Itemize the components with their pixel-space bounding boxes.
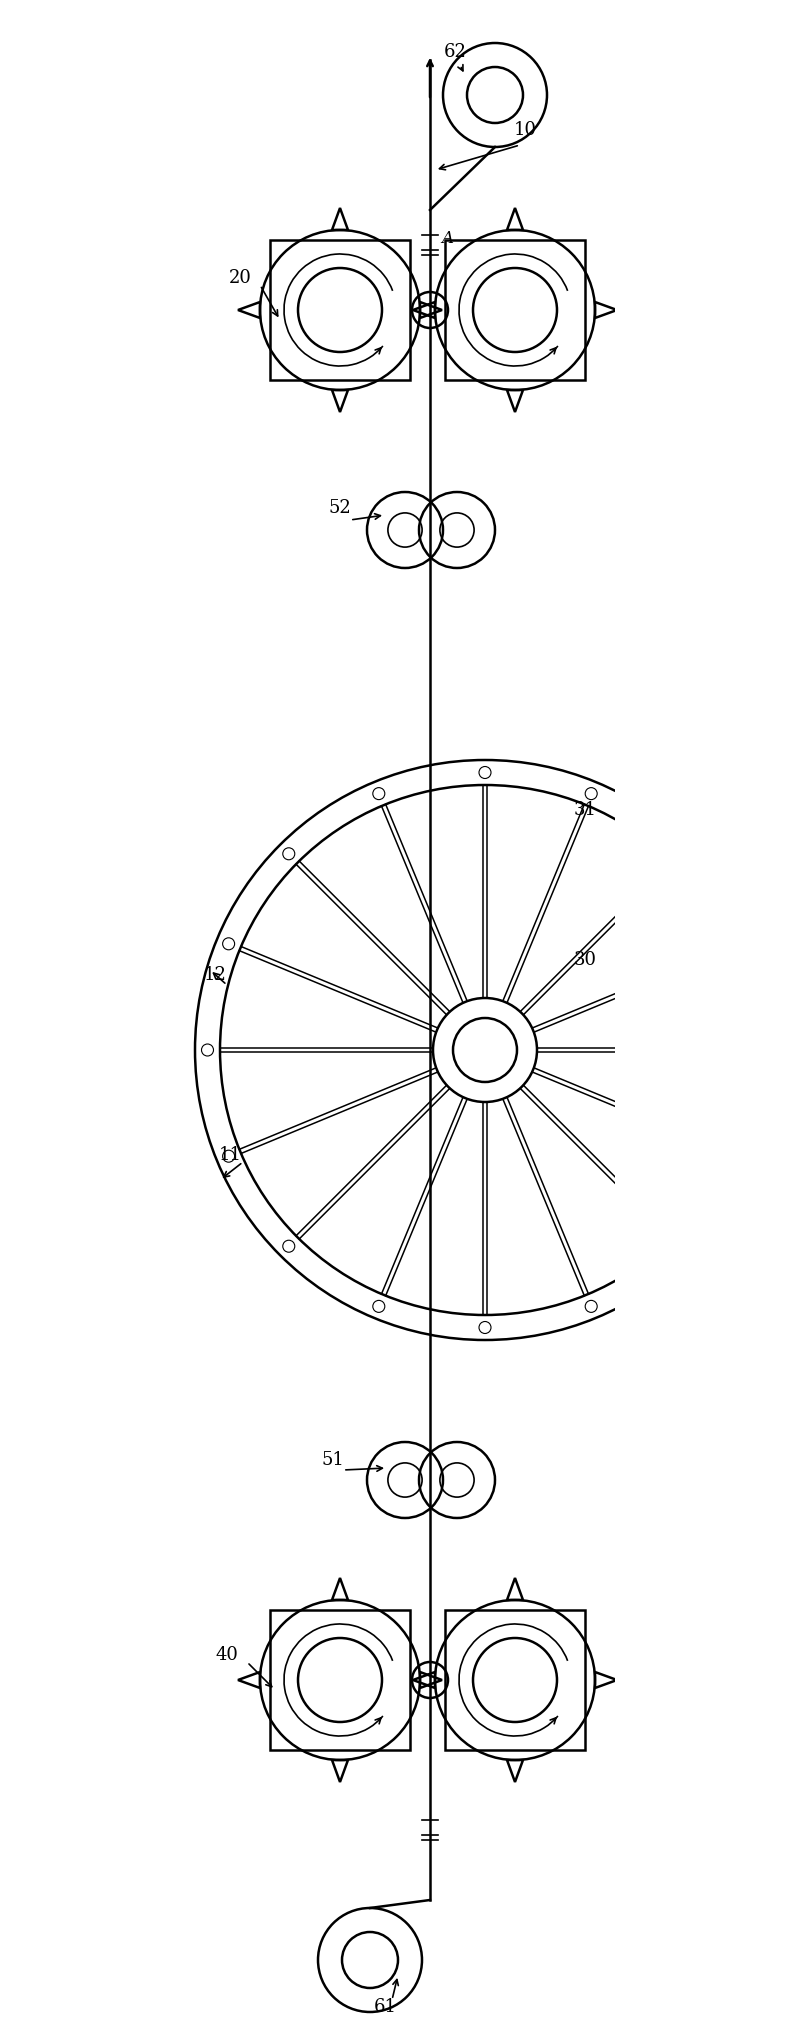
Text: 62: 62 bbox=[443, 43, 466, 61]
Text: 10: 10 bbox=[514, 120, 537, 139]
Text: A: A bbox=[441, 230, 453, 247]
Text: 30: 30 bbox=[574, 952, 597, 968]
Circle shape bbox=[735, 1149, 747, 1162]
Text: 11: 11 bbox=[218, 1145, 242, 1164]
Circle shape bbox=[282, 1241, 294, 1251]
Circle shape bbox=[373, 787, 385, 799]
Circle shape bbox=[222, 937, 234, 950]
Bar bbox=[445, 1610, 585, 1751]
Circle shape bbox=[585, 1300, 597, 1312]
Text: 40: 40 bbox=[215, 1647, 238, 1663]
Text: 20: 20 bbox=[229, 269, 251, 287]
Circle shape bbox=[479, 1321, 491, 1333]
Circle shape bbox=[585, 787, 597, 799]
Circle shape bbox=[202, 1043, 214, 1056]
Text: 51: 51 bbox=[322, 1451, 345, 1469]
Text: 52: 52 bbox=[329, 499, 351, 518]
Circle shape bbox=[675, 1241, 687, 1251]
Bar bbox=[270, 1610, 410, 1751]
Bar bbox=[270, 240, 410, 379]
Text: 31: 31 bbox=[574, 801, 597, 819]
Circle shape bbox=[757, 1043, 769, 1056]
Circle shape bbox=[282, 848, 294, 860]
Text: 12: 12 bbox=[203, 966, 226, 984]
Circle shape bbox=[479, 766, 491, 779]
Circle shape bbox=[373, 1300, 385, 1312]
Text: 61: 61 bbox=[374, 1997, 397, 2016]
Circle shape bbox=[675, 848, 687, 860]
Bar bbox=[445, 240, 585, 379]
Circle shape bbox=[222, 1149, 234, 1162]
Circle shape bbox=[735, 937, 747, 950]
